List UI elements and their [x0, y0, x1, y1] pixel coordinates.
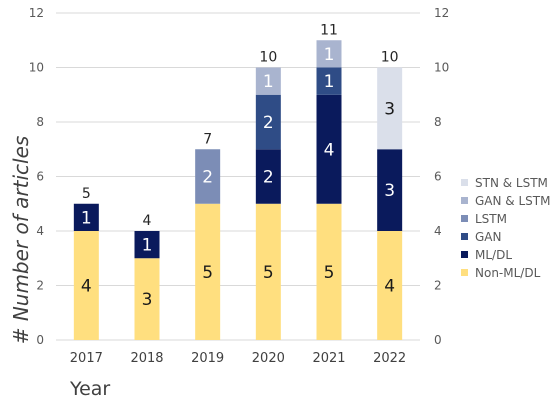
y-tick-label: 6: [36, 170, 44, 184]
bar-segment: [195, 203, 221, 340]
y-tick-label-right: 12: [434, 6, 449, 20]
total-label: 10: [381, 50, 399, 66]
data-label: 3: [384, 181, 395, 201]
y-axis-left: 0 2 4 6 8 10 12: [29, 6, 44, 347]
x-tick-label: 2017: [70, 351, 103, 366]
legend: STN & LSTM GAN & LSTM LSTM GAN ML/DL Non-ML/D…: [461, 176, 550, 280]
y-axis-title: # Number of articles: [9, 136, 33, 345]
data-label: 5: [202, 263, 213, 283]
bar-segment: [255, 203, 281, 340]
legend-swatch: [461, 215, 468, 222]
y-axis-right: 0 2 4 6 8 10 12: [434, 6, 449, 347]
legend-swatch: [461, 269, 468, 276]
bar-segment: [134, 258, 160, 340]
total-label: 11: [320, 22, 338, 38]
bar-segment: [73, 231, 99, 340]
data-label: 2: [202, 168, 213, 188]
data-label: 4: [384, 277, 395, 297]
legend-label: ML/DL: [475, 248, 512, 262]
legend-label: LSTM: [475, 212, 507, 226]
y-tick-label: 8: [36, 115, 44, 129]
legend-swatch: [461, 251, 468, 258]
x-tick-label: 2021: [312, 351, 345, 366]
total-label: 5: [82, 186, 91, 202]
y-tick-label: 10: [29, 61, 44, 75]
y-tick-label: 12: [29, 6, 44, 20]
x-axis: 2017 2018 2019 2020 2021 2022: [70, 351, 406, 366]
legend-swatch: [461, 179, 468, 186]
gridlines: [56, 12, 420, 341]
data-label: 5: [324, 263, 335, 283]
bars: 4 1 3 1 5 2 5 2 2 1 5 4 1 1 4 3 3: [73, 40, 403, 340]
y-tick-label-right: 2: [434, 279, 442, 293]
data-label: 4: [81, 277, 92, 297]
bar-segment: [316, 94, 342, 204]
legend-swatch: [461, 233, 468, 240]
x-tick-label: 2020: [252, 351, 285, 366]
legend-label: STN & LSTM: [475, 176, 548, 190]
bar-segment: [134, 231, 160, 259]
bar-segment: [316, 67, 342, 95]
bar-segment: [255, 67, 281, 95]
legend-swatch: [461, 197, 468, 204]
x-tick-label: 2019: [191, 351, 224, 366]
x-tick-label: 2022: [373, 351, 406, 366]
bar-segment: [255, 149, 281, 204]
x-axis-title: Year: [69, 378, 110, 400]
total-label: 10: [259, 50, 277, 66]
x-tick-label: 2018: [130, 351, 163, 366]
total-label: 4: [143, 213, 152, 229]
y-tick-label-right: 6: [434, 170, 442, 184]
bar-segment: [255, 94, 281, 150]
data-label: 1: [263, 72, 274, 92]
bar-segment: [377, 67, 403, 150]
y-tick-label: 0: [36, 333, 44, 347]
y-tick-label: 4: [36, 224, 44, 238]
bar-segment: [73, 203, 99, 231]
data-label: 1: [81, 208, 92, 228]
data-label: 3: [142, 290, 153, 310]
legend-label: GAN: [475, 230, 501, 244]
bar-segment: [195, 149, 221, 204]
data-label: 1: [142, 236, 153, 256]
data-label: 1: [324, 72, 335, 92]
data-label: 2: [263, 113, 274, 133]
total-label: 7: [203, 131, 212, 147]
legend-label: GAN & LSTM: [475, 194, 550, 208]
bar-segment: [316, 203, 342, 340]
y-tick-label-right: 0: [434, 333, 442, 347]
data-label: 4: [324, 140, 335, 160]
y-tick-label: 2: [36, 279, 44, 293]
legend-label: Non-ML/DL: [475, 266, 541, 280]
y-tick-label-right: 4: [434, 224, 442, 238]
data-label: 3: [384, 99, 395, 119]
y-tick-label-right: 8: [434, 115, 442, 129]
data-label: 2: [263, 168, 274, 188]
data-label: 1: [324, 45, 335, 65]
y-tick-label-right: 10: [434, 61, 449, 75]
data-label: 5: [263, 263, 274, 283]
bar-segment: [316, 40, 342, 68]
bar-segment: [377, 149, 403, 231]
bar-segment: [377, 231, 403, 340]
